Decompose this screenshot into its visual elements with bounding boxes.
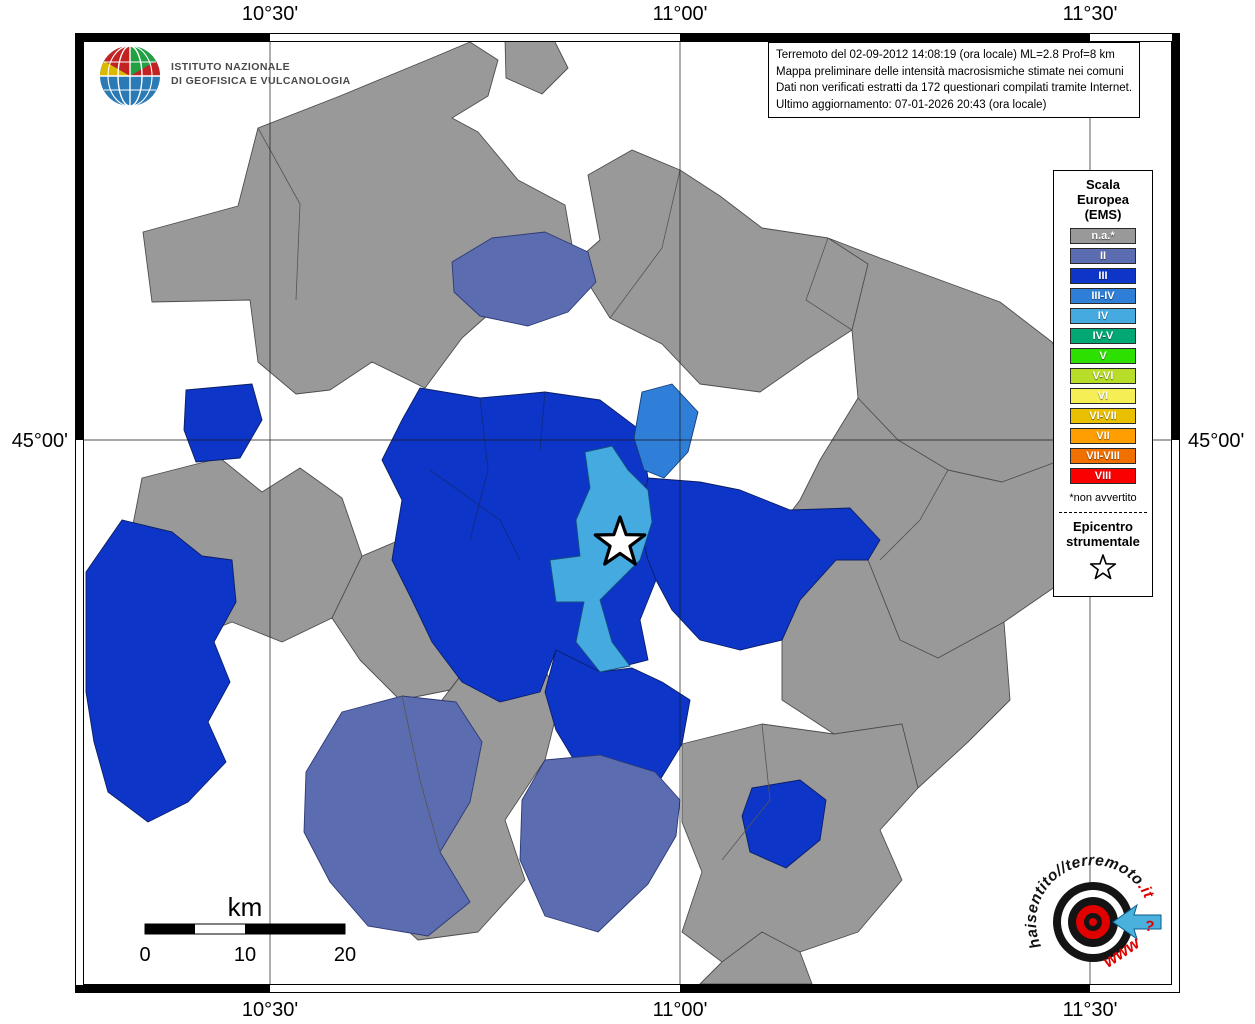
info-line-updated: Ultimo aggiornamento: 07-01-2026 20:43 (… [776,98,1047,111]
legend-divider [1059,512,1147,513]
ingv-wordmark: ISTITUTO NAZIONALE DI GEOFISICA E VULCAN… [171,60,351,88]
info-line-questionnaires: Dati non verificati estratti da 172 ques… [776,82,1133,94]
ingv-name-line2: DI GEOFISICA E VULCANOLOGIA [171,75,351,87]
legend-swatch-vi-vii: VI-VII [1070,408,1136,424]
regions-intensity-iii-iv [633,383,699,479]
watermark-logo: haisentito//terremoto.it ? www [1023,852,1162,971]
scale-tick-0: 0 [139,944,151,966]
legend-footnote: *non avvertito [1069,492,1137,504]
legend-swatch-v: V [1070,348,1136,364]
legend-swatch-vii-viii: VII-VIII [1070,448,1136,464]
earthquake-info-box: Terremoto del 02-09-2012 14:08:19 (ora l… [768,42,1141,118]
legend-swatch-iii-iv: III-IV [1070,288,1136,304]
map-frame [75,33,1180,993]
axis-label-right: 45°00' [1188,430,1245,452]
graticule-lines [83,41,1172,985]
legend-swatch-viii: VIII [1070,468,1136,484]
axis-label-top-3: 11°30' [1062,3,1118,25]
legend-swatch-na: n.a.* [1070,228,1136,244]
legend-title: Scala Europea (EMS) [1054,177,1152,222]
legend-swatch-iv-v: IV-V [1070,328,1136,344]
axis-label-top-2: 11°00' [652,3,708,25]
axis-label-bottom-1: 10°30' [241,999,299,1021]
scale-bar [144,923,346,935]
info-line-event: Terremoto del 02-09-2012 14:08:19 (ora l… [776,49,1115,61]
scale-unit-label: km [227,892,263,922]
legend-swatch-ii: II [1070,248,1136,264]
scale-tick-20: 20 [333,944,357,966]
legend-title-line3: (EMS) [1084,207,1122,222]
legend-epicenter-line2: strumentale [1066,534,1140,549]
legend-swatch-iii: III [1070,268,1136,284]
legend-epicenter-line1: Epicentro [1073,519,1133,534]
legend-epicenter-label: Epicentro strumentale [1054,519,1152,549]
legend-epicenter-star-icon [1089,554,1117,580]
ingv-logo-icon [99,45,161,107]
scale-tick-10: 10 [233,944,257,966]
municipal-boundaries [257,127,949,861]
legend-box: Scala Europea (EMS) n.a.* II III III-IV … [1053,170,1153,597]
legend-title-line1: Scala [1086,177,1120,192]
legend-swatch-vii: VII [1070,428,1136,444]
map-interior: haisentito//terremoto.it ? www [83,41,1172,985]
legend-swatch-iv: IV [1070,308,1136,324]
regions-intensity-iv [549,445,653,673]
epicenter-star [593,515,647,566]
axis-label-left: 45°00' [11,430,68,452]
axis-label-bottom-3: 11°30' [1062,999,1118,1021]
ingv-name-line1: ISTITUTO NAZIONALE [171,61,291,73]
watermark-arrow-icon [1112,903,1162,941]
axis-label-bottom-2: 11°00' [652,999,708,1021]
legend-swatch-v-vi: V-VI [1070,368,1136,384]
watermark-ring-dot [1089,918,1097,926]
legend-title-line2: Europea [1076,192,1129,207]
legend-swatch-vi: VI [1070,388,1136,404]
axis-label-top-1: 10°30' [241,3,299,25]
info-line-map-desc: Mappa preliminare delle intensità macros… [776,65,1124,78]
watermark-question-mark: ? [1143,917,1156,936]
